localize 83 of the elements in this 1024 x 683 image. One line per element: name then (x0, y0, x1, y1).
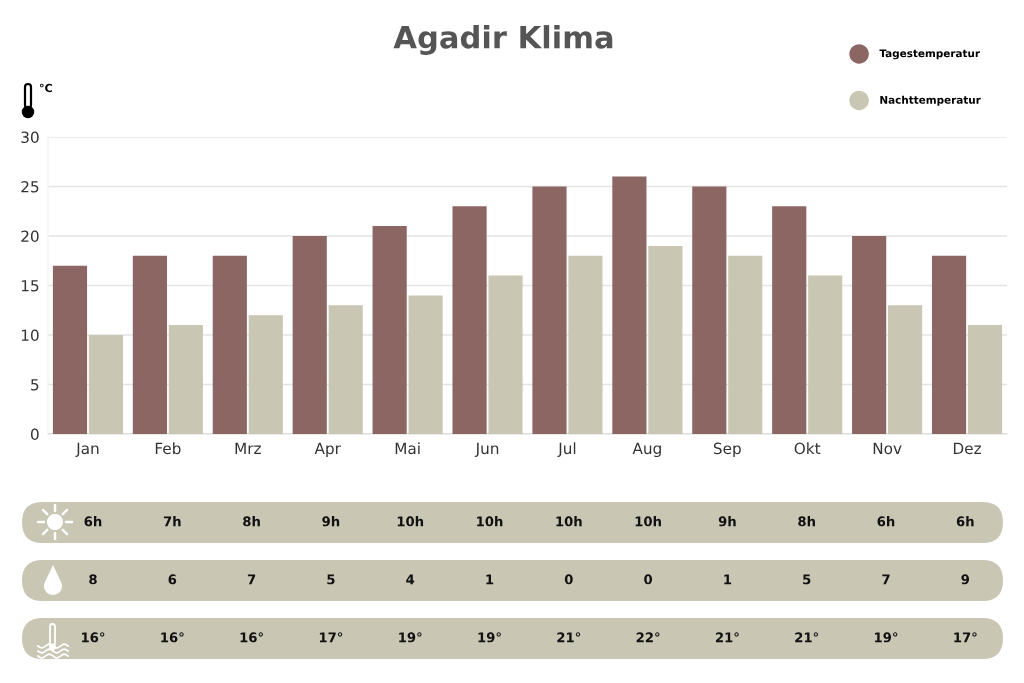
data-label: 16° (161, 632, 184, 643)
x-tick-label: Okt (794, 442, 821, 455)
bar (292, 236, 327, 434)
data-label: 8 (89, 574, 97, 585)
data-label: 19° (399, 632, 422, 643)
bar (772, 206, 807, 434)
data-label: 7 (247, 574, 256, 585)
bar (692, 186, 727, 434)
bar (852, 236, 887, 434)
bar (931, 255, 967, 434)
data-label: 19° (478, 632, 501, 643)
y-tick-label: 25 (21, 180, 39, 193)
data-label: 6h (84, 516, 102, 527)
x-tick-label: Sep (713, 442, 741, 458)
data-label: 17° (319, 632, 343, 643)
data-label: 10h (635, 516, 661, 527)
bar (967, 325, 1003, 434)
data-label: 16° (240, 632, 263, 643)
y-tick-label: 20 (21, 230, 39, 243)
bar (248, 315, 283, 434)
bar (168, 325, 203, 434)
data-label: 6h (956, 516, 974, 527)
data-label: 19° (875, 632, 898, 643)
data-label: 9h (718, 516, 736, 527)
legend-label: Tagestemperatur (879, 49, 980, 60)
x-tick-label: Feb (155, 442, 181, 455)
bar (372, 226, 407, 434)
bar (52, 265, 88, 434)
y-tick-label: 5 (31, 379, 39, 391)
x-tick-label: Aug (632, 442, 661, 458)
bar (568, 255, 603, 434)
data-label: 21° (557, 632, 581, 643)
x-tick-label: Mrz (235, 442, 261, 454)
data-label: 1 (486, 574, 494, 585)
y-tick-label: 15 (21, 280, 39, 292)
bar (532, 186, 567, 434)
bar (488, 275, 523, 434)
bar (88, 335, 124, 434)
data-label: 22° (636, 632, 660, 643)
data-label: 0 (564, 574, 573, 585)
bar (648, 245, 683, 434)
data-label: 10h (477, 516, 503, 527)
data-label: 9h (322, 516, 340, 527)
x-tick-label: Apr (314, 442, 341, 458)
y-tick-label: 30 (21, 131, 39, 144)
legend-label: Nachttemperatur (880, 95, 981, 106)
data-label: 6h (877, 516, 895, 527)
data-label: 4 (406, 574, 415, 585)
data-label: 10h (397, 516, 424, 527)
x-tick-label: Jun (474, 442, 499, 457)
data-label: 21° (715, 632, 739, 643)
data-label: 8h (798, 516, 815, 527)
data-label: 1 (724, 574, 732, 585)
x-tick-label: Dez (953, 442, 981, 455)
data-label: 16° (82, 632, 105, 643)
bar (408, 295, 443, 434)
data-label: 0 (644, 574, 653, 585)
data-label: 17° (954, 632, 977, 643)
data-label: 10h (556, 516, 582, 527)
bar (888, 305, 923, 434)
y-axis-title: °C (39, 83, 52, 93)
x-tick-label: Nov (873, 442, 902, 455)
data-label: 8h (243, 516, 260, 527)
data-label: 21° (795, 632, 819, 643)
bar (132, 255, 167, 434)
bar (612, 176, 647, 434)
x-tick-label: Mai (395, 442, 420, 455)
bar (452, 206, 487, 434)
y-tick-label: 10 (21, 329, 39, 342)
data-label: 7 (882, 574, 890, 585)
bar (728, 255, 763, 434)
data-label: 7h (163, 516, 181, 527)
data-label: 6 (168, 574, 177, 585)
data-label: 9 (961, 574, 970, 585)
bar (212, 255, 247, 434)
x-tick-label: Jan (75, 442, 99, 457)
y-tick-label: 0 (30, 428, 39, 441)
bar (328, 305, 363, 434)
chart-title: Agadir Klima (393, 25, 613, 55)
data-label: 5 (803, 574, 811, 585)
x-tick-label: Jul (557, 442, 576, 457)
data-label: 5 (327, 574, 335, 585)
bar (808, 275, 843, 434)
